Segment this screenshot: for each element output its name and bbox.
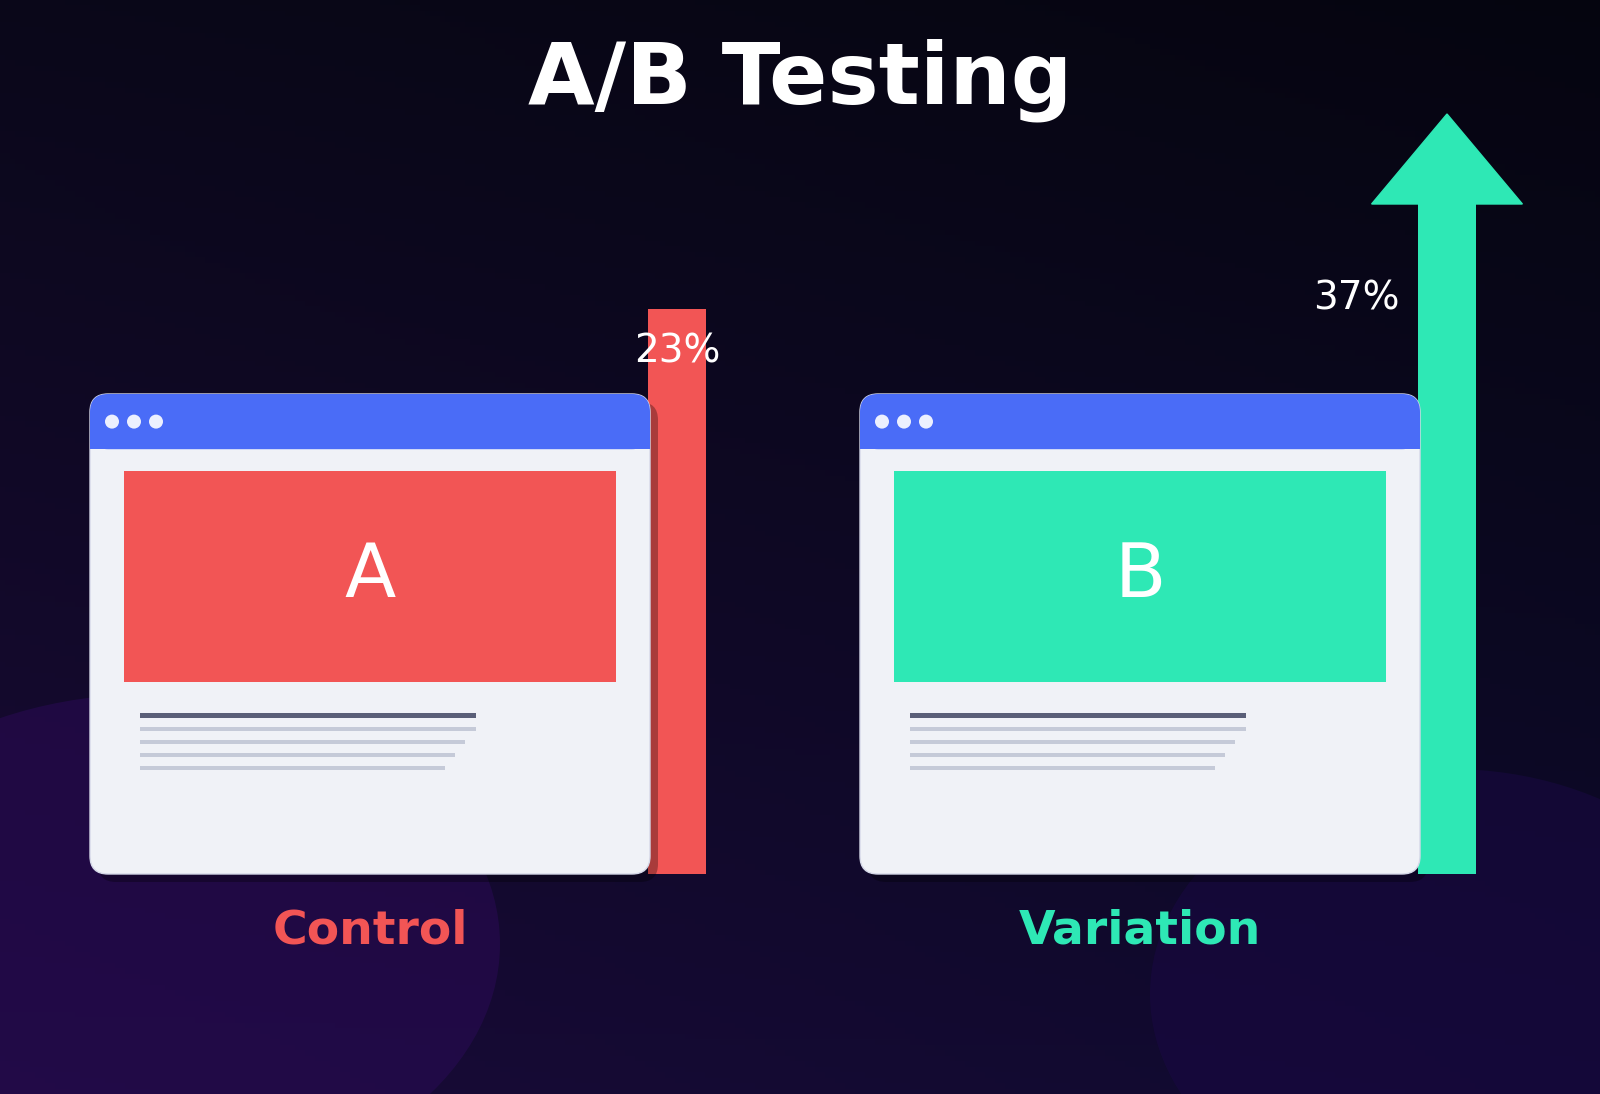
Polygon shape [1371,114,1522,203]
Bar [861,419,1421,450]
Bar [141,766,445,770]
Bar [910,753,1226,757]
Bar [893,470,1386,682]
Ellipse shape [0,694,499,1094]
Bar [910,712,1245,718]
Ellipse shape [1150,769,1600,1094]
Circle shape [875,415,890,429]
Bar [1418,203,1475,874]
Bar [910,728,1245,731]
Text: Control: Control [272,909,467,954]
FancyBboxPatch shape [867,401,1429,882]
Bar [141,728,475,731]
Bar [123,470,616,682]
FancyBboxPatch shape [98,401,658,882]
Bar [648,309,706,874]
Bar [141,712,475,718]
Text: A/B Testing: A/B Testing [528,39,1072,123]
Circle shape [126,415,141,429]
Circle shape [898,415,910,429]
FancyBboxPatch shape [861,394,1421,450]
Text: B: B [1114,540,1166,613]
Text: Variation: Variation [1019,909,1261,954]
Text: A: A [344,540,395,613]
FancyBboxPatch shape [90,394,650,874]
Bar [910,766,1216,770]
Bar [90,419,650,450]
Text: 37%: 37% [1314,280,1400,318]
Bar [141,753,456,757]
Text: 23%: 23% [634,333,720,371]
FancyBboxPatch shape [90,394,650,450]
Bar [910,740,1235,744]
Circle shape [106,415,118,429]
FancyBboxPatch shape [861,394,1421,874]
Bar [141,740,466,744]
Circle shape [918,415,933,429]
Circle shape [149,415,163,429]
